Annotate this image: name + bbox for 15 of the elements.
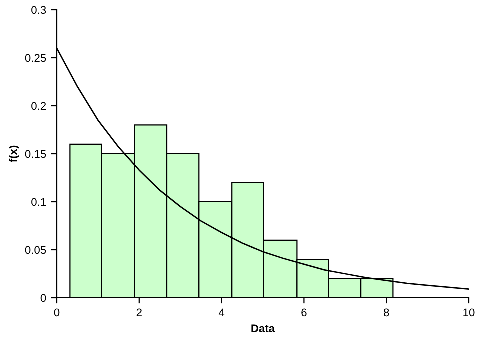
y-tick-label: 0 bbox=[40, 294, 46, 302]
x-tick-label: 4 bbox=[218, 308, 225, 316]
x-tick-label: 6 bbox=[302, 308, 307, 317]
x-tick-label: 8 bbox=[384, 308, 390, 317]
y-tick-label: 0.25 bbox=[25, 54, 46, 62]
x-tick-label: 0 bbox=[54, 308, 60, 317]
x-tick-label: 10 bbox=[464, 308, 475, 317]
y-tick-label: 0.15 bbox=[25, 150, 46, 158]
y-tick-label: 0.1 bbox=[32, 198, 46, 206]
x-tick-label: 2 bbox=[136, 308, 142, 316]
y-tick-label: 0.05 bbox=[25, 246, 46, 254]
x-axis-title: Data bbox=[252, 324, 276, 332]
y-axis-title: f(x) bbox=[9, 146, 20, 162]
y-tick-label: 0.3 bbox=[32, 6, 46, 14]
y-tick-label: 0.2 bbox=[32, 102, 46, 110]
